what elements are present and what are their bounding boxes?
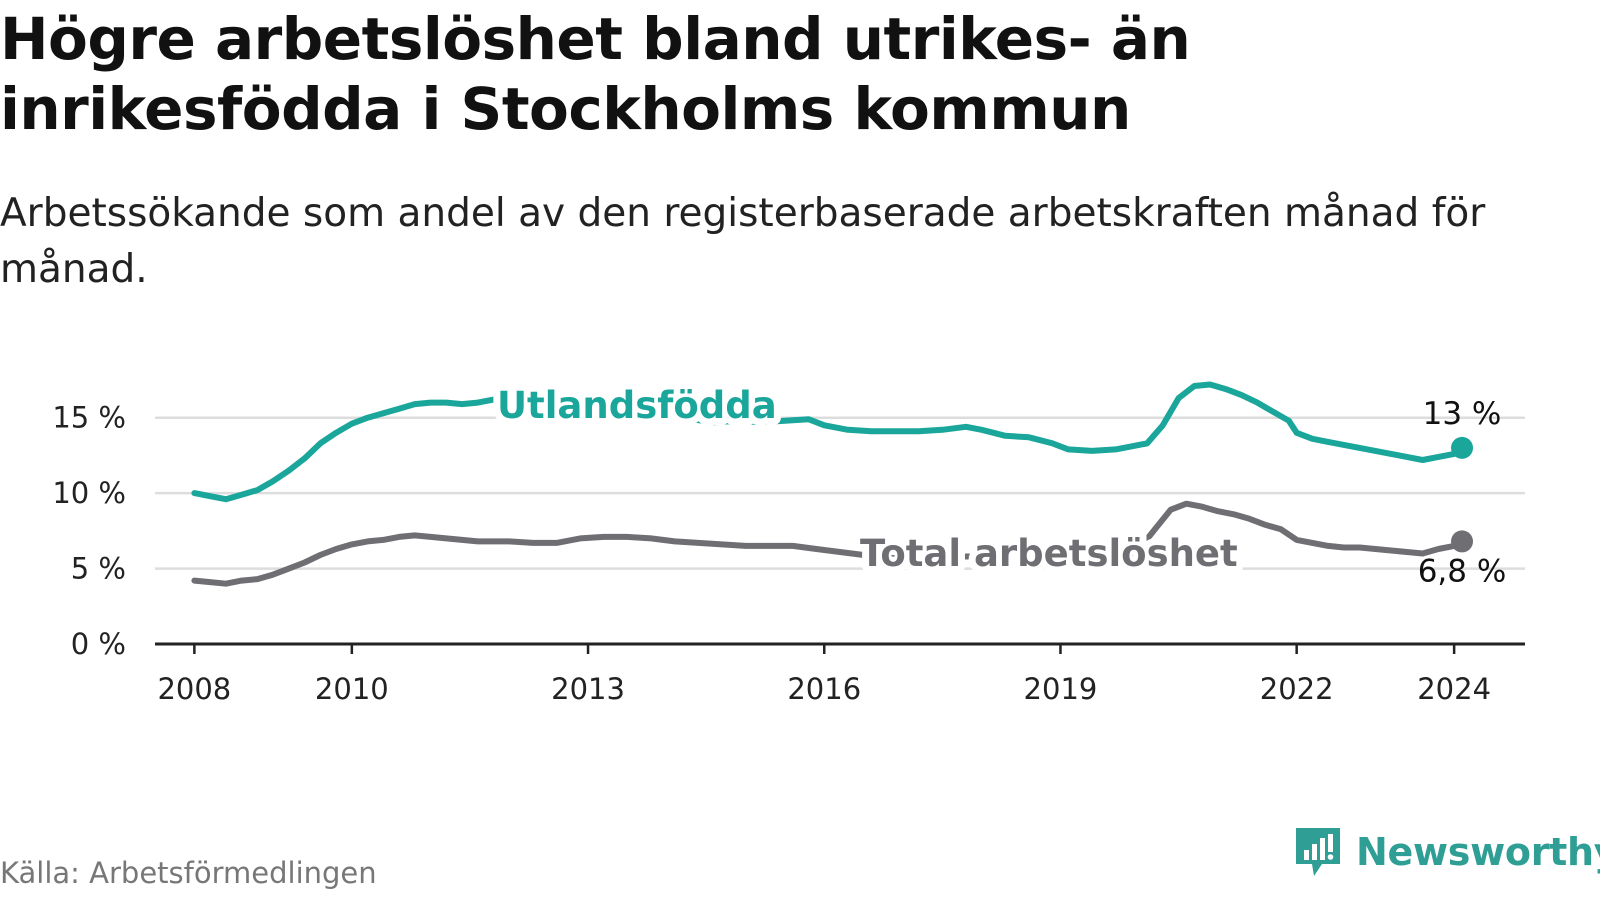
series-line-total [191,500,1465,587]
y-tick-label: 5 % [71,552,126,586]
brand-name: Newsworthy [1356,830,1600,874]
series-name-label: Utlandsfödda [497,384,777,427]
series-layer [191,381,1474,587]
series-line-utlandsfodda [191,381,1465,503]
x-tick-label: 2013 [551,672,625,706]
chart-title: Högre arbetslöshet bland utrikes- än inr… [0,5,1191,143]
chart-subtitle: Arbetssökande som andel av den registerb… [0,191,1486,292]
label-layer: 13 % 6,8 % Utlandsfödda Total arbetslöshet [490,377,1507,589]
x-tick-label: 2016 [787,672,861,706]
y-tick-label: 10 % [52,476,126,510]
series-end-value-label: 13 % [1423,396,1502,432]
series-end-value-label: 6,8 % [1418,553,1507,589]
series-end-marker [1451,436,1474,459]
grid-layer [155,416,1525,570]
series-name-label: Total arbetslöshet [860,532,1238,575]
x-tick-label: 2024 [1417,672,1491,706]
x-tick-label: 2008 [157,672,231,706]
source-note: Källa: Arbetsförmedlingen [0,856,377,890]
series-end-marker [1451,530,1474,553]
y-tick-label: 15 % [52,401,126,435]
x-tick-label: 2010 [315,672,389,706]
x-tick-label: 2022 [1260,672,1334,706]
y-tick-label: 0 % [71,627,126,661]
x-tick-label: 2019 [1024,672,1098,706]
brand-logo[interactable]: Newsworthy [1292,824,1600,880]
newsworthy-logo-icon [1296,828,1340,876]
axis-layer: 0 % 5 % 10 % 15 % 2008 2010 2013 2016 2019 2022 20… [52,401,1525,706]
